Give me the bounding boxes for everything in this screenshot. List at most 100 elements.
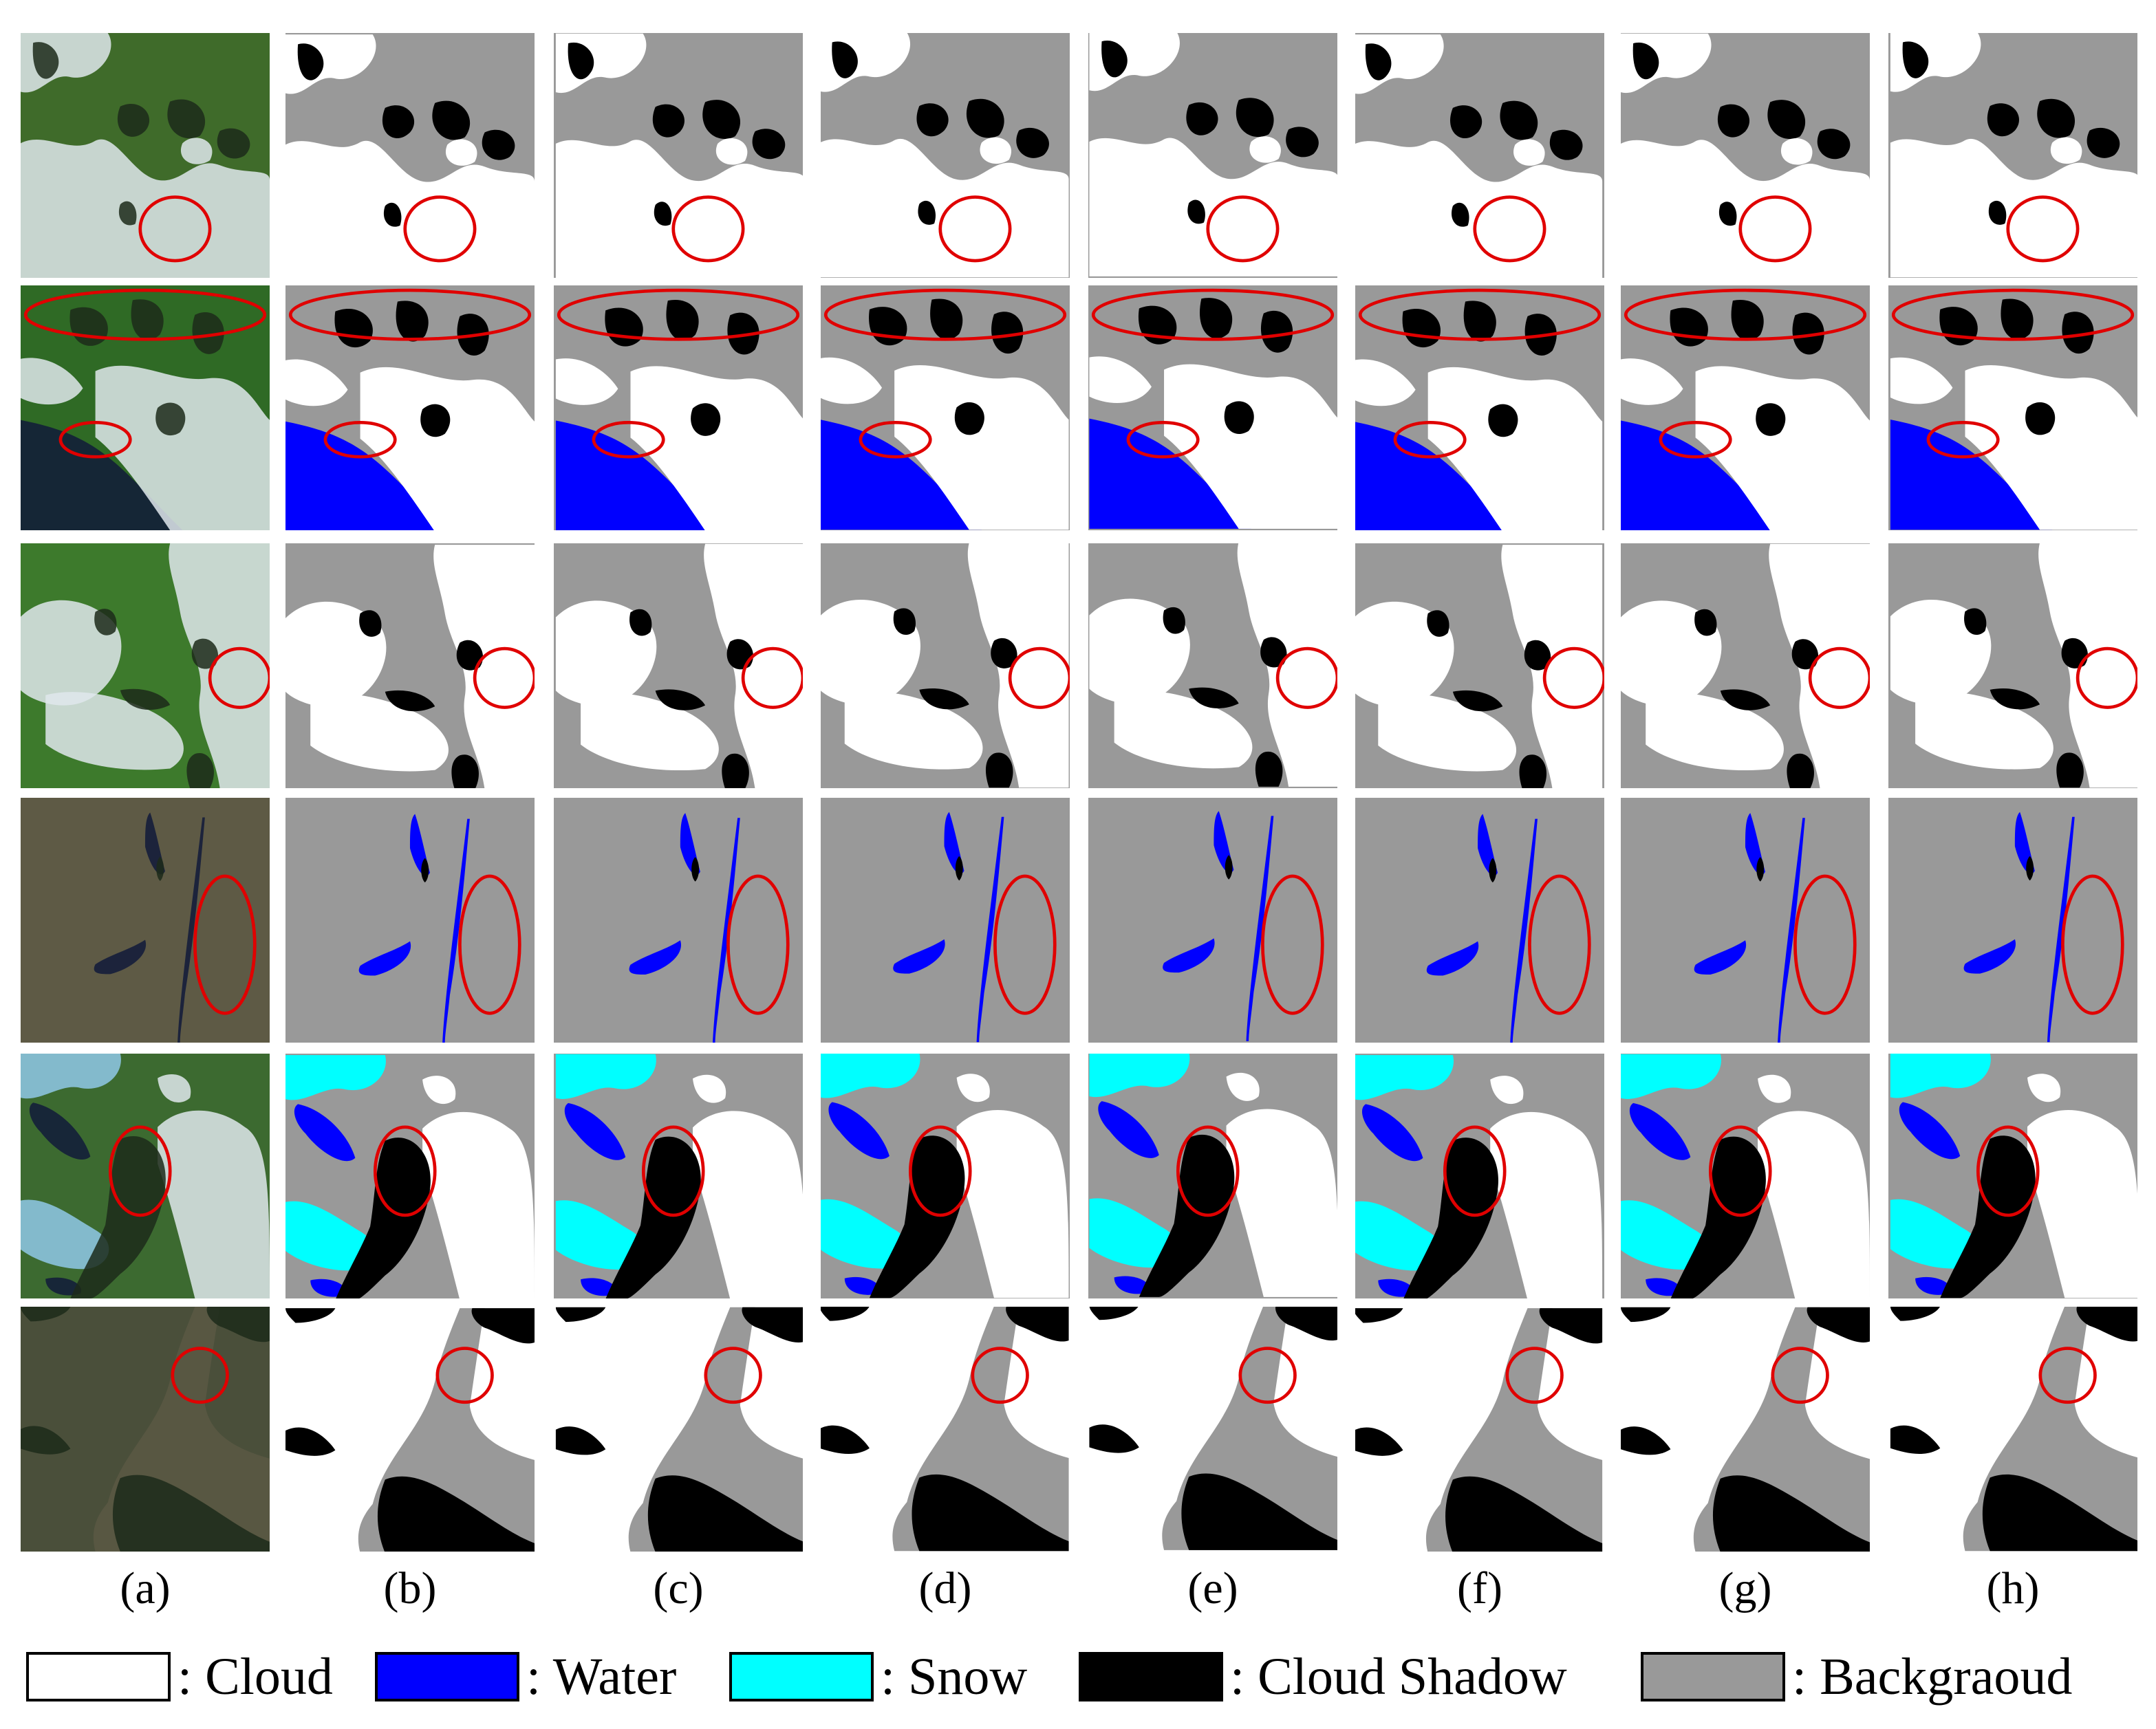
mask-row-5-col-c: [554, 1054, 803, 1298]
highlight-ellipse: [435, 1347, 494, 1404]
mask-row-4-col-e: [1088, 798, 1337, 1043]
legend-item-5: : Backgraoud: [1641, 1648, 2072, 1706]
mask-row-4-col-c: [554, 798, 803, 1043]
highlight-ellipse: [1443, 1125, 1507, 1217]
legend-label: : Cloud Shadow: [1230, 1647, 1567, 1706]
highlight-ellipse: [908, 1125, 972, 1217]
legend-swatch: [1079, 1652, 1223, 1701]
mask-row-1-col-h: [1888, 33, 2137, 278]
highlight-ellipse: [1738, 195, 1812, 263]
highlight-ellipse: [1275, 646, 1337, 709]
highlight-ellipse: [473, 646, 535, 709]
column-label-f: (f): [1457, 1563, 1502, 1613]
mask-row-3-col-c: [554, 543, 803, 788]
column-label-b: (b): [383, 1563, 437, 1613]
highlight-ellipse: [208, 646, 270, 709]
highlight-ellipse: [823, 288, 1067, 341]
highlight-ellipse: [726, 874, 790, 1015]
highlight-ellipse: [1891, 288, 2135, 341]
highlight-ellipse: [108, 1125, 172, 1217]
mask-row-6-col-d: [821, 1307, 1070, 1552]
mask-row-6-col-g: [1621, 1307, 1870, 1552]
highlight-ellipse: [592, 421, 665, 459]
input-image-row-1: [21, 33, 270, 278]
mask-row-2-col-h: [1888, 285, 2137, 530]
mask-row-4-col-d: [821, 798, 1070, 1043]
highlight-ellipse: [2076, 646, 2137, 709]
mask-row-4-col-h: [1888, 798, 2137, 1043]
highlight-ellipse: [859, 421, 932, 459]
mask-row-4-col-b: [285, 798, 535, 1043]
mask-row-2-col-e: [1088, 285, 1337, 530]
legend-label: : Backgraoud: [1792, 1647, 2073, 1706]
column-label-d: (d): [918, 1563, 972, 1613]
highlight-ellipse: [1091, 288, 1335, 341]
highlight-ellipse: [1528, 874, 1591, 1015]
mask-row-5-col-e: [1088, 1054, 1337, 1298]
mask-row-2-col-g: [1621, 285, 1870, 530]
highlight-ellipse: [403, 195, 477, 263]
highlight-ellipse: [1505, 1347, 1564, 1404]
mask-row-6-col-h: [1888, 1307, 2137, 1552]
highlight-ellipse: [971, 1347, 1029, 1404]
input-image-row-6: [21, 1307, 270, 1552]
mask-row-3-col-g: [1621, 543, 1870, 788]
mask-row-2-col-f: [1355, 285, 1604, 530]
mask-row-6-col-c: [554, 1307, 803, 1552]
mask-row-6-col-b: [285, 1307, 535, 1552]
column-label-h: (h): [1986, 1563, 2040, 1613]
legend-swatch: [375, 1652, 519, 1701]
highlight-ellipse: [1976, 1125, 2040, 1217]
legend-swatch: [26, 1652, 171, 1701]
mask-row-3-col-b: [285, 543, 535, 788]
highlight-ellipse: [1358, 288, 1602, 341]
highlight-ellipse: [458, 874, 521, 1015]
legend-label: : Water: [526, 1647, 677, 1706]
highlight-ellipse: [938, 195, 1012, 263]
mask-row-5-col-f: [1355, 1054, 1604, 1298]
mask-row-1-col-d: [821, 33, 1070, 278]
highlight-ellipse: [1473, 195, 1546, 263]
highlight-ellipse: [1126, 421, 1200, 459]
mask-row-4-col-g: [1621, 798, 1870, 1043]
highlight-ellipse: [58, 421, 132, 459]
highlight-ellipse: [993, 874, 1057, 1015]
highlight-ellipse: [323, 421, 397, 459]
legend-item-4: : Cloud Shadow: [1079, 1648, 1567, 1706]
column-label-c: (c): [653, 1563, 704, 1613]
mask-row-1-col-g: [1621, 33, 1870, 278]
mask-row-3-col-d: [821, 543, 1070, 788]
legend-item-1: : Cloud: [26, 1648, 333, 1706]
highlight-ellipse: [1659, 421, 1732, 459]
mask-row-6-col-e: [1088, 1307, 1337, 1552]
highlight-ellipse: [1771, 1347, 1829, 1404]
highlight-ellipse: [2006, 195, 2080, 263]
highlight-ellipse: [138, 195, 212, 263]
highlight-ellipse: [704, 1347, 762, 1404]
highlight-ellipse: [2061, 874, 2124, 1015]
column-label-e: (e): [1187, 1563, 1238, 1613]
mask-row-3-col-e: [1088, 543, 1337, 788]
highlight-ellipse: [1808, 646, 1870, 709]
highlight-ellipse: [1926, 421, 2000, 459]
input-image-row-4: [21, 798, 270, 1043]
highlight-ellipse: [557, 288, 800, 341]
highlight-ellipse: [1176, 1125, 1240, 1217]
mask-row-3-col-f: [1355, 543, 1604, 788]
legend-swatch: [1641, 1652, 1785, 1701]
highlight-ellipse: [741, 646, 803, 709]
mask-row-1-col-e: [1088, 33, 1337, 278]
mask-row-5-col-h: [1888, 1054, 2137, 1298]
mask-row-5-col-b: [285, 1054, 535, 1298]
highlight-ellipse: [2038, 1347, 2097, 1404]
legend-item-3: : Snow: [729, 1648, 1027, 1706]
highlight-ellipse: [1261, 874, 1324, 1015]
column-label-g: (g): [1718, 1563, 1772, 1613]
highlight-ellipse: [1393, 421, 1467, 459]
mask-row-5-col-d: [821, 1054, 1070, 1298]
highlight-ellipse: [1542, 646, 1604, 709]
column-label-a: (a): [120, 1563, 171, 1613]
highlight-ellipse: [1008, 646, 1070, 709]
highlight-ellipse: [1206, 195, 1280, 263]
highlight-ellipse: [671, 195, 745, 263]
